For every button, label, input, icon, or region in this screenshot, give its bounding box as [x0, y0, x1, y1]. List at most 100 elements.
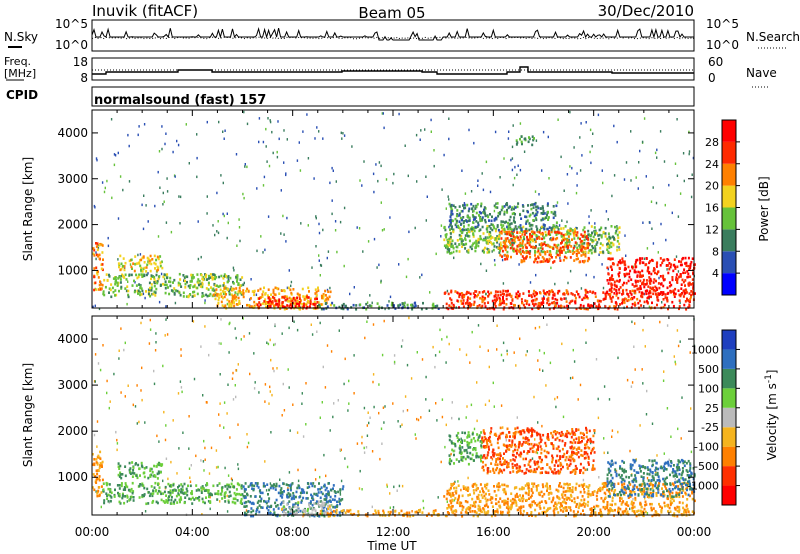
data-cell	[106, 494, 109, 497]
data-cell	[511, 239, 514, 242]
scatter-cell	[249, 372, 251, 376]
data-cell	[494, 293, 497, 297]
data-cell	[459, 216, 462, 220]
data-cell	[145, 270, 148, 273]
data-cell	[643, 300, 646, 304]
data-cell	[550, 230, 553, 234]
data-cell	[344, 304, 347, 308]
data-cell	[109, 494, 112, 498]
scatter-cell	[117, 258, 119, 261]
data-cell	[224, 285, 227, 288]
data-cell	[108, 287, 111, 290]
data-cell	[532, 445, 535, 448]
colorbar-tick-label: 28	[705, 136, 719, 149]
data-cell	[692, 282, 694, 285]
data-cell	[521, 242, 524, 245]
data-cell	[630, 297, 632, 301]
data-cell	[268, 488, 271, 492]
data-cell	[527, 290, 530, 293]
data-cell	[587, 233, 590, 237]
data-cell	[646, 300, 648, 303]
scatter-cell	[290, 284, 292, 288]
data-cell	[173, 502, 176, 505]
data-cell	[403, 305, 406, 309]
data-cell	[499, 254, 502, 257]
scatter-cell	[415, 133, 418, 137]
data-cell	[666, 296, 669, 300]
scatter-cell	[688, 130, 690, 134]
scatter-cell	[144, 296, 146, 300]
data-cell	[196, 286, 199, 290]
data-cell	[540, 243, 542, 246]
data-cell	[552, 216, 555, 220]
scatter-cell	[142, 227, 145, 231]
data-cell	[657, 282, 660, 285]
data-cell	[170, 498, 173, 502]
data-cell	[201, 485, 204, 488]
scatter-cell	[487, 349, 489, 352]
data-cell	[252, 488, 255, 492]
data-cell	[488, 230, 491, 234]
data-cell	[198, 283, 200, 287]
data-cell	[285, 307, 288, 310]
data-cell	[274, 293, 277, 297]
data-cell	[531, 307, 534, 311]
data-cell	[602, 250, 605, 254]
data-cell	[307, 286, 310, 290]
data-cell	[540, 451, 543, 455]
data-cell	[115, 293, 118, 297]
data-cell	[237, 290, 240, 293]
data-cell	[221, 304, 224, 307]
data-cell	[127, 289, 130, 293]
scatter-cell	[269, 338, 271, 342]
data-cell	[536, 228, 539, 232]
data-cell	[505, 303, 508, 306]
data-cell	[532, 239, 534, 243]
scatter-cell	[422, 499, 424, 503]
data-cell	[425, 307, 428, 310]
data-cell	[505, 297, 508, 301]
data-cell	[463, 228, 465, 232]
data-cell	[586, 242, 589, 245]
data-cell	[233, 301, 235, 304]
scatter-cell	[126, 500, 128, 503]
data-cell	[519, 137, 521, 141]
data-cell	[553, 468, 556, 471]
scatter-cell	[465, 416, 467, 419]
data-cell	[242, 292, 245, 295]
data-cell	[566, 435, 569, 439]
scatter-cell	[493, 209, 496, 213]
scatter-cell	[398, 484, 401, 488]
data-cell	[150, 283, 153, 286]
data-cell	[515, 292, 518, 295]
scatter-cell	[679, 192, 682, 195]
scatter-cell	[652, 490, 655, 494]
scatter-cell	[407, 174, 409, 178]
scatter-cell	[675, 255, 678, 258]
data-cell	[502, 307, 505, 311]
scatter-cell	[302, 435, 305, 438]
data-cell	[651, 287, 654, 290]
scatter-cell	[219, 424, 221, 427]
data-cell	[458, 212, 461, 215]
data-cell	[482, 211, 485, 215]
data-cell	[525, 222, 528, 225]
scatter-cell	[149, 328, 152, 331]
data-cell	[279, 305, 282, 308]
data-cell	[489, 227, 492, 230]
data-cell	[674, 265, 677, 269]
scatter-cell	[379, 457, 381, 461]
data-cell	[456, 291, 459, 294]
data-cell	[443, 244, 446, 248]
scatter-cell	[273, 343, 275, 347]
data-cell	[117, 277, 120, 280]
data-cell	[240, 293, 243, 296]
data-cell	[377, 511, 380, 515]
data-cell	[386, 304, 389, 307]
data-cell	[565, 242, 568, 246]
scatter-cell	[162, 191, 164, 195]
scatter-cell	[480, 262, 482, 266]
scatter-cell	[562, 415, 565, 419]
data-cell	[563, 245, 566, 249]
data-cell	[138, 496, 141, 499]
